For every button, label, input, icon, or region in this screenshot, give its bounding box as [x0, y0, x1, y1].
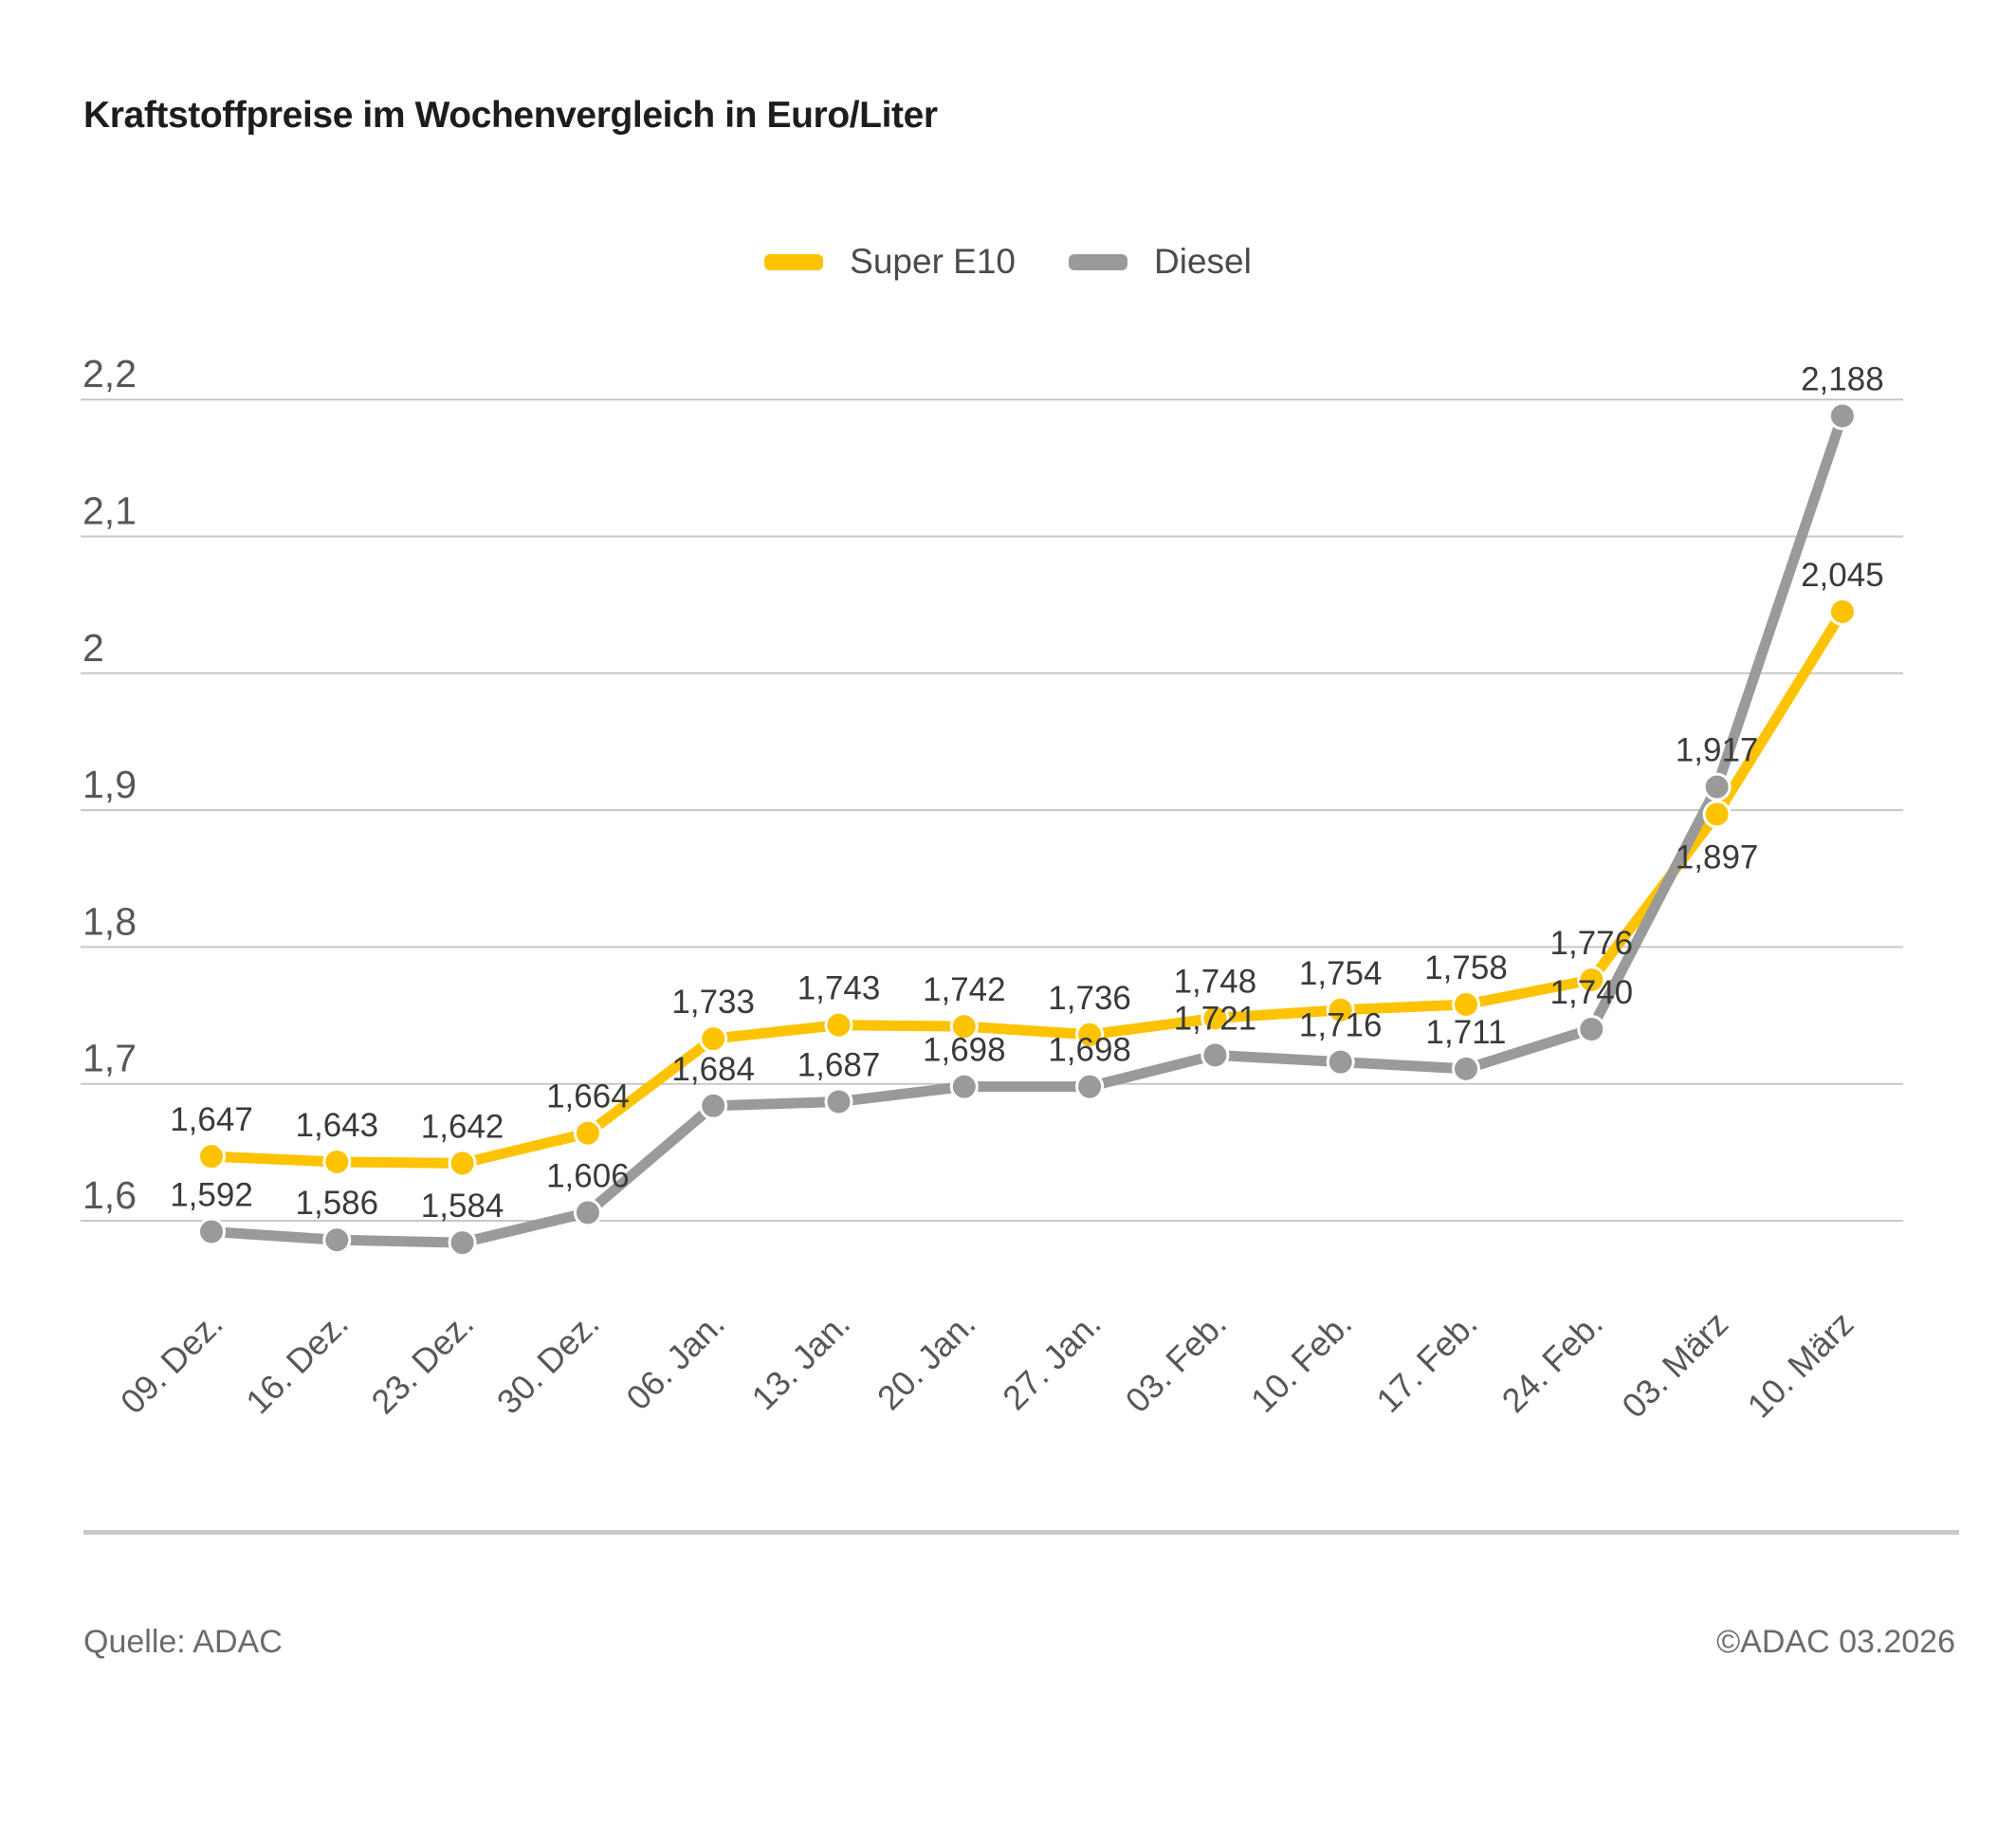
y-axis-label: 1,8	[82, 899, 137, 943]
diesel-value-label: 1,698	[1048, 1032, 1131, 1069]
diesel-value-label: 2,188	[1801, 361, 1884, 398]
diesel-point	[1075, 1072, 1105, 1101]
super-e10-value-label: 2,045	[1801, 557, 1884, 594]
super-e10-value-label: 1,647	[170, 1101, 253, 1138]
diesel-value-label: 1,716	[1299, 1007, 1383, 1044]
diesel-point	[322, 1225, 352, 1255]
super-e10-point	[699, 1024, 728, 1054]
super-e10-point	[1200, 1004, 1230, 1033]
super-e10-point	[824, 1010, 853, 1040]
source-note: Quelle: ADAC	[83, 1624, 283, 1660]
diesel-point	[1200, 1041, 1230, 1070]
diesel-point	[949, 1072, 979, 1101]
x-axis-label: 17. Feb.	[1368, 1304, 1484, 1420]
super-e10-point	[1702, 800, 1732, 829]
legend-label-diesel: Diesel	[1154, 242, 1252, 281]
super-e10-point	[573, 1118, 602, 1148]
x-axis-label: 30. Dez.	[489, 1304, 607, 1422]
legend-label-super-e10: Super E10	[850, 242, 1017, 281]
super-e10-point	[1452, 990, 1480, 1020]
x-axis-label: 06. Jan.	[618, 1304, 732, 1418]
super-e10-point	[1075, 1020, 1105, 1049]
super-e10-value-label: 1,642	[421, 1108, 504, 1145]
diesel-value-label: 1,592	[170, 1177, 253, 1214]
diesel-value-label: 1,917	[1676, 732, 1759, 769]
diesel-point	[1827, 401, 1857, 431]
diesel-point	[699, 1091, 728, 1120]
x-axis-label: 16. Dez.	[238, 1304, 356, 1422]
diesel-point	[573, 1198, 602, 1227]
x-axis-label: 09. Dez.	[113, 1304, 230, 1422]
diesel-value-label: 1,606	[546, 1157, 630, 1194]
super-e10-value-label: 1,664	[546, 1078, 630, 1115]
diesel-point	[197, 1217, 226, 1246]
x-axis-label: 23. Dez.	[363, 1304, 481, 1422]
super-e10-point	[1326, 995, 1355, 1024]
x-axis-label: 10. März	[1740, 1304, 1861, 1426]
y-axis-label: 1,9	[82, 763, 137, 806]
super-e10-value-label: 1,748	[1174, 963, 1257, 1000]
diesel-point	[1577, 1014, 1606, 1043]
super-e10-point	[1827, 597, 1857, 626]
super-e10-point	[322, 1147, 352, 1176]
super-e10-point	[448, 1149, 477, 1178]
legend-swatch-diesel-icon	[1069, 253, 1128, 270]
super-e10-value-label: 1,758	[1424, 949, 1508, 986]
diesel-value-label: 1,684	[671, 1051, 755, 1088]
legend-swatch-super-e10-icon	[764, 253, 824, 270]
super-e10-value-label: 1,733	[671, 984, 755, 1021]
x-axis-label: 03. März	[1614, 1304, 1735, 1426]
diesel-point	[1702, 772, 1732, 801]
copyright-note: ©ADAC 03.2026	[1716, 1624, 1955, 1660]
legend-item-diesel: Diesel	[1069, 242, 1252, 282]
super-e10-value-label: 1,897	[1676, 838, 1759, 875]
chart-legend: Super E10 Diesel	[0, 242, 2016, 282]
diesel-value-label: 1,740	[1550, 974, 1634, 1011]
diesel-point	[1452, 1054, 1480, 1083]
x-axis-label: 20. Jan.	[870, 1304, 983, 1418]
super-e10-value-label: 1,776	[1550, 925, 1634, 962]
y-axis-label: 1,6	[82, 1173, 137, 1217]
diesel-value-label: 1,586	[296, 1185, 379, 1222]
super-e10-line	[206, 606, 1848, 1169]
diesel-point	[1326, 1047, 1355, 1077]
x-axis-label: 03. Feb.	[1118, 1304, 1234, 1420]
x-axis-label: 27. Jan.	[995, 1304, 1109, 1418]
diesel-value-label: 1,711	[1426, 1014, 1507, 1051]
diesel-value-label: 1,584	[421, 1188, 504, 1225]
diesel-point	[448, 1228, 477, 1258]
super-e10-value-label: 1,736	[1048, 980, 1131, 1017]
page-title: Kraftstoffpreise im Wochenvergleich in E…	[83, 95, 938, 136]
super-e10-point	[197, 1142, 226, 1171]
diesel-line	[206, 411, 1848, 1248]
diesel-value-label: 1,698	[923, 1032, 1006, 1069]
legend-item-super-e10: Super E10	[764, 242, 1016, 282]
super-e10-value-label: 1,742	[923, 971, 1006, 1008]
x-axis-label: 24. Feb.	[1494, 1304, 1610, 1420]
super-e10-value-label: 1,743	[797, 970, 881, 1007]
footer-divider	[83, 1530, 1959, 1535]
y-axis-label: 1,7	[82, 1037, 137, 1080]
diesel-value-label: 1,687	[797, 1046, 881, 1083]
y-axis-label: 2,1	[82, 489, 137, 533]
x-axis-label: 13. Jan.	[744, 1304, 858, 1418]
y-axis-label: 2	[82, 626, 104, 670]
super-e10-point	[949, 1012, 979, 1041]
super-e10-point	[1577, 966, 1606, 995]
super-e10-value-label: 1,643	[296, 1107, 379, 1144]
y-axis-label: 2,2	[82, 352, 137, 396]
diesel-value-label: 1,721	[1174, 1000, 1257, 1037]
diesel-point	[824, 1087, 853, 1116]
x-axis-label: 10. Feb.	[1243, 1304, 1359, 1420]
super-e10-value-label: 1,754	[1299, 955, 1383, 992]
